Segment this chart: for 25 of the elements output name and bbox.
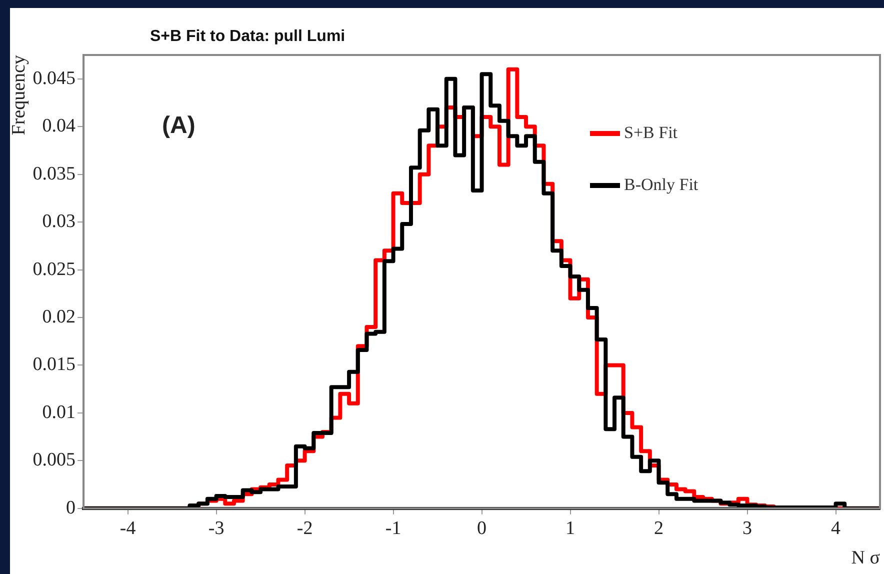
x-tick-label: -2 — [296, 518, 313, 539]
x-tick-label: -1 — [385, 518, 402, 539]
y-tick-label: 0.015 — [32, 354, 76, 376]
y-tick-label: 0.04 — [42, 116, 76, 137]
x-tick-label: 1 — [566, 518, 576, 539]
y-tick-label: 0.025 — [32, 258, 76, 280]
x-tick-label: 0 — [477, 518, 487, 539]
chart-title: S+B Fit to Data: pull Lumi — [150, 28, 346, 46]
x-tick-label: 4 — [831, 518, 842, 539]
y-tick-label: 0.005 — [32, 450, 76, 471]
y-tick-label: 0.01 — [42, 402, 76, 423]
y-tick-label: 0.035 — [32, 163, 76, 184]
x-tick-label: 3 — [742, 518, 752, 539]
y-tick-label: 0.02 — [42, 306, 76, 328]
y-tick-label: 0 — [66, 497, 76, 518]
x-tick-label: -3 — [208, 518, 224, 539]
legend-label: B-Only Fit — [624, 175, 698, 195]
x-axis-title: N σ — [851, 548, 880, 569]
legend-label: S+B Fit — [624, 123, 678, 143]
y-tick-label: 0.045 — [32, 68, 76, 89]
y-axis-title: Frequency — [8, 54, 30, 136]
x-tick-label: -4 — [120, 518, 136, 539]
annotation: (A) — [162, 112, 196, 140]
x-tick-label: 2 — [654, 518, 664, 539]
y-tick-label: 0.03 — [42, 211, 76, 232]
